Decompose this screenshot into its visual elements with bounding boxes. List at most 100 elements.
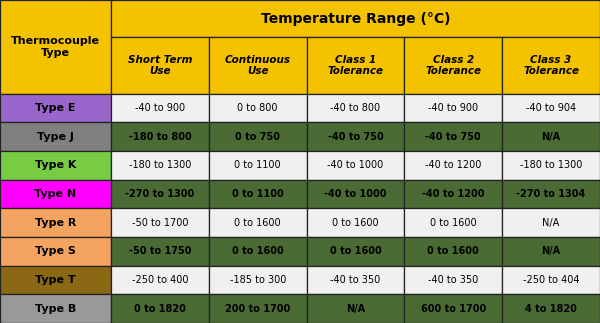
Bar <box>502 180 600 208</box>
Text: 0 to 1100: 0 to 1100 <box>232 189 284 199</box>
Bar <box>404 294 502 323</box>
Bar <box>209 266 307 294</box>
Bar <box>502 294 600 323</box>
Bar <box>0 237 111 266</box>
Bar <box>404 37 502 94</box>
Text: -270 to 1300: -270 to 1300 <box>125 189 194 199</box>
Text: -40 to 1000: -40 to 1000 <box>328 160 383 170</box>
Text: N/A: N/A <box>542 218 560 228</box>
Text: 0 to 1100: 0 to 1100 <box>235 160 281 170</box>
Bar <box>502 208 600 237</box>
Bar <box>502 237 600 266</box>
Text: 0 to 1600: 0 to 1600 <box>427 246 479 256</box>
Text: 0 to 750: 0 to 750 <box>235 132 280 142</box>
Bar <box>307 151 404 180</box>
Text: Type T: Type T <box>35 275 76 285</box>
Text: 0 to 1600: 0 to 1600 <box>235 218 281 228</box>
Text: -185 to 300: -185 to 300 <box>230 275 286 285</box>
Text: Type B: Type B <box>35 304 76 314</box>
Text: -180 to 1300: -180 to 1300 <box>520 160 582 170</box>
Bar <box>404 122 502 151</box>
Bar <box>111 294 209 323</box>
Bar <box>111 0 600 37</box>
Text: -180 to 800: -180 to 800 <box>128 132 191 142</box>
Text: Type S: Type S <box>35 246 76 256</box>
Text: 600 to 1700: 600 to 1700 <box>421 304 486 314</box>
Text: -40 to 900: -40 to 900 <box>428 103 478 113</box>
Bar <box>111 266 209 294</box>
Bar <box>307 266 404 294</box>
Bar <box>502 94 600 122</box>
Text: -40 to 1200: -40 to 1200 <box>422 189 485 199</box>
Bar <box>0 94 111 122</box>
Text: 0 to 1600: 0 to 1600 <box>329 246 382 256</box>
Bar <box>209 208 307 237</box>
Bar <box>111 208 209 237</box>
Text: -270 to 1304: -270 to 1304 <box>517 189 586 199</box>
Text: Class 1
Tolerance: Class 1 Tolerance <box>328 55 383 76</box>
Text: -40 to 350: -40 to 350 <box>331 275 380 285</box>
Text: N/A: N/A <box>542 246 560 256</box>
Text: Type R: Type R <box>35 218 76 228</box>
Text: Type K: Type K <box>35 160 76 170</box>
Text: -40 to 904: -40 to 904 <box>526 103 576 113</box>
Text: 200 to 1700: 200 to 1700 <box>225 304 290 314</box>
Text: -180 to 1300: -180 to 1300 <box>129 160 191 170</box>
Bar <box>307 37 404 94</box>
Text: -50 to 1700: -50 to 1700 <box>131 218 188 228</box>
Bar <box>111 151 209 180</box>
Text: -40 to 800: -40 to 800 <box>331 103 380 113</box>
Bar <box>502 266 600 294</box>
Bar <box>111 94 209 122</box>
Text: -40 to 1200: -40 to 1200 <box>425 160 481 170</box>
Text: Continuous
Use: Continuous Use <box>224 55 290 76</box>
Bar <box>0 208 111 237</box>
Text: Thermocouple
Type: Thermocouple Type <box>11 36 100 57</box>
Bar <box>209 294 307 323</box>
Bar <box>307 208 404 237</box>
Text: -40 to 750: -40 to 750 <box>425 132 481 142</box>
Text: 4 to 1820: 4 to 1820 <box>525 304 577 314</box>
Bar <box>0 151 111 180</box>
Bar <box>307 237 404 266</box>
Bar <box>404 94 502 122</box>
Bar <box>209 94 307 122</box>
Text: -250 to 404: -250 to 404 <box>523 275 580 285</box>
Bar <box>111 37 209 94</box>
Text: N/A: N/A <box>542 132 560 142</box>
Bar <box>307 94 404 122</box>
Bar <box>502 37 600 94</box>
Bar <box>0 0 111 94</box>
Text: 0 to 800: 0 to 800 <box>238 103 278 113</box>
Bar <box>0 294 111 323</box>
Bar <box>209 122 307 151</box>
Bar <box>404 208 502 237</box>
Bar <box>307 294 404 323</box>
Text: N/A: N/A <box>346 304 365 314</box>
Bar <box>111 180 209 208</box>
Text: Type E: Type E <box>35 103 76 113</box>
Text: 0 to 1600: 0 to 1600 <box>332 218 379 228</box>
Bar <box>111 237 209 266</box>
Text: -40 to 900: -40 to 900 <box>135 103 185 113</box>
Bar <box>0 266 111 294</box>
Text: 0 to 1600: 0 to 1600 <box>430 218 476 228</box>
Bar <box>209 151 307 180</box>
Bar <box>404 266 502 294</box>
Bar <box>502 122 600 151</box>
Text: Type N: Type N <box>34 189 77 199</box>
Text: -50 to 1750: -50 to 1750 <box>128 246 191 256</box>
Bar <box>0 180 111 208</box>
Bar <box>209 180 307 208</box>
Bar <box>404 151 502 180</box>
Text: Class 2
Tolerance: Class 2 Tolerance <box>425 55 481 76</box>
Text: Short Term
Use: Short Term Use <box>128 55 192 76</box>
Bar <box>307 180 404 208</box>
Text: -40 to 350: -40 to 350 <box>428 275 478 285</box>
Bar <box>111 122 209 151</box>
Text: -40 to 1000: -40 to 1000 <box>324 189 387 199</box>
Bar <box>502 151 600 180</box>
Bar <box>307 122 404 151</box>
Text: 0 to 1820: 0 to 1820 <box>134 304 186 314</box>
Text: 0 to 1600: 0 to 1600 <box>232 246 284 256</box>
